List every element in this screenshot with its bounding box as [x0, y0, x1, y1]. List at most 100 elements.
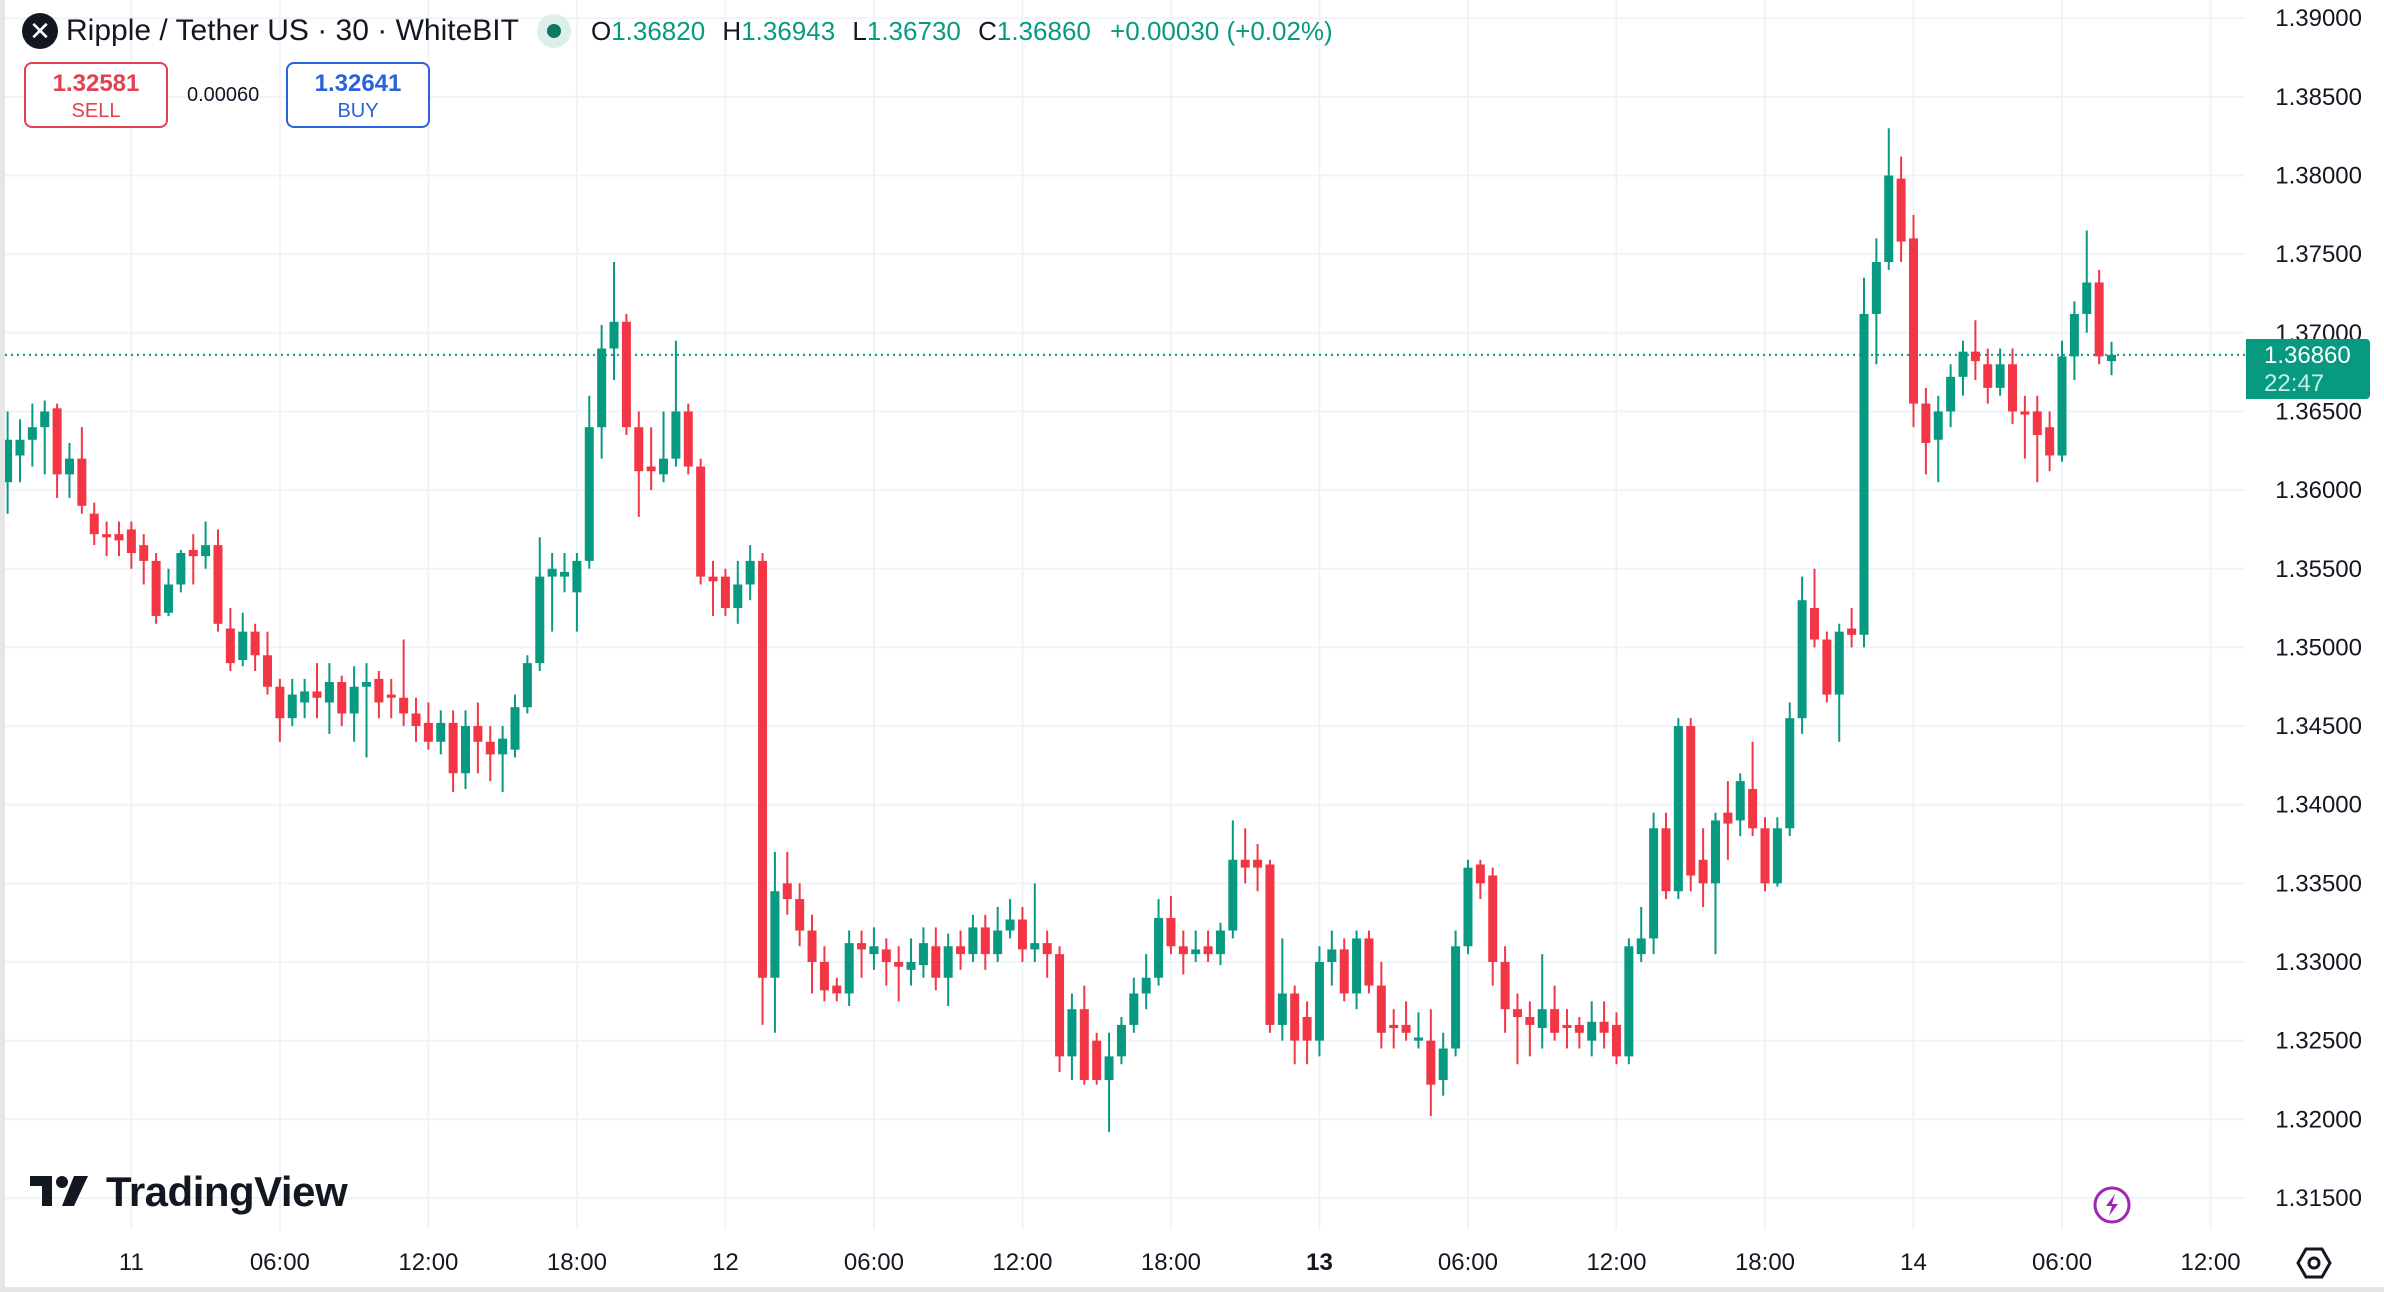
candle-body [1574, 1024, 1584, 1033]
current-price-badge: 1.36860 22:47 [2246, 339, 2370, 399]
candle-down [312, 663, 322, 719]
high-value: 1.36943 [741, 15, 836, 46]
candle-up [2057, 340, 2067, 462]
candle-body [1376, 985, 1386, 1033]
candle-down [1896, 156, 1906, 263]
price-axis[interactable]: 1.390001.385001.380001.375001.370001.365… [2275, 5, 2362, 1212]
candle-body [1154, 917, 1164, 978]
time-tick-label: 12:00 [398, 1249, 458, 1276]
candle-body [225, 628, 235, 664]
candle-body [312, 691, 322, 698]
buy-button[interactable]: 1.32641 BUY [286, 62, 430, 128]
candle-body [1240, 859, 1250, 868]
candle-down [646, 427, 656, 491]
candle-down [931, 927, 941, 991]
candle-body [1735, 781, 1745, 821]
candle-body [337, 682, 347, 714]
sell-button[interactable]: 1.32581 SELL [24, 62, 168, 128]
candle-body [1079, 1009, 1089, 1080]
candle-down [2020, 395, 2030, 459]
candle-body [1116, 1024, 1126, 1057]
candle-body [436, 722, 446, 742]
candle-body [1401, 1024, 1411, 1033]
candle-body [993, 930, 1003, 955]
price-tick-label: 1.35000 [2275, 634, 2362, 661]
candle-up [1673, 718, 1683, 900]
candle-body [176, 553, 186, 585]
time-tick-label: 12:00 [992, 1249, 1052, 1276]
left-border [0, 0, 5, 1292]
candle-up [176, 549, 186, 593]
candle-down [139, 534, 149, 585]
candle-up [584, 395, 594, 569]
candle-body [572, 560, 582, 593]
candle-down [1686, 718, 1696, 892]
candle-body [1797, 600, 1807, 719]
candle-up [2107, 341, 2117, 376]
candle-down [1475, 859, 1485, 900]
lightning-icon[interactable] [2093, 1186, 2131, 1224]
candle-body [1587, 1021, 1597, 1041]
close-label: C [978, 15, 997, 46]
candle-body [1302, 1017, 1312, 1041]
candle-body [1500, 962, 1510, 1010]
candle-body [201, 545, 211, 557]
candle-body [399, 697, 409, 714]
candle-down [956, 930, 966, 970]
settings-gear-icon[interactable] [2296, 1247, 2332, 1279]
candle-up [1030, 883, 1040, 962]
candle-up [1933, 395, 1943, 483]
candle-up [1958, 340, 1968, 396]
candle-body [386, 694, 396, 698]
candle-up [609, 262, 619, 380]
candle-up [362, 663, 372, 758]
candle-body [1426, 1040, 1436, 1085]
candle-down [857, 930, 867, 978]
bottom-border [0, 1287, 2384, 1292]
candle-up [1463, 859, 1473, 955]
candle-body [1191, 949, 1201, 955]
candle-body [89, 513, 99, 535]
time-axis[interactable]: 11 06:00 12:00 18:00 12 06:00 12:00 18:00 13 06:0… [119, 1249, 2241, 1276]
candle-up [64, 442, 74, 498]
candle-body [1995, 364, 2005, 388]
candle-body [250, 631, 260, 656]
candle-body [213, 545, 223, 624]
candle-body [1909, 238, 1919, 404]
market-open-status-icon[interactable] [536, 14, 571, 48]
candle-down [1389, 1009, 1399, 1049]
candle-down [1364, 930, 1374, 994]
candle-body [374, 678, 384, 703]
candle-body [300, 691, 310, 703]
sell-label: SELL [71, 100, 121, 122]
candle-body [461, 726, 471, 774]
price-tick-label: 1.35500 [2275, 556, 2362, 583]
candle-body [1871, 262, 1881, 314]
candle-down [980, 914, 990, 970]
candle-down [1240, 828, 1250, 884]
candle-body [1946, 376, 1956, 412]
candle-body [126, 529, 136, 554]
time-tick-label: 18:00 [547, 1249, 607, 1276]
candle-down [1550, 985, 1560, 1041]
candle-down [1983, 348, 1993, 404]
candle-body [423, 722, 433, 742]
symbol-title[interactable]: Ripple / Tether US · 30 · WhiteBIT [66, 14, 519, 47]
candle-body [733, 584, 743, 609]
candle-body [1092, 1040, 1102, 1080]
candle-down [1611, 1012, 1621, 1065]
candle-up [201, 521, 211, 569]
candle-body [485, 741, 495, 755]
candle-body [1364, 938, 1374, 986]
candle-body [696, 466, 706, 577]
candle-up [1451, 930, 1461, 1057]
buy-label: BUY [337, 100, 379, 122]
candle-down [807, 914, 817, 994]
candle-up [918, 927, 928, 978]
candle-down [1970, 320, 1980, 380]
candle-up [906, 938, 916, 986]
candle-up [3, 411, 13, 514]
tradingview-logo[interactable]: TradingView [30, 1168, 348, 1216]
candle-down [262, 631, 272, 695]
